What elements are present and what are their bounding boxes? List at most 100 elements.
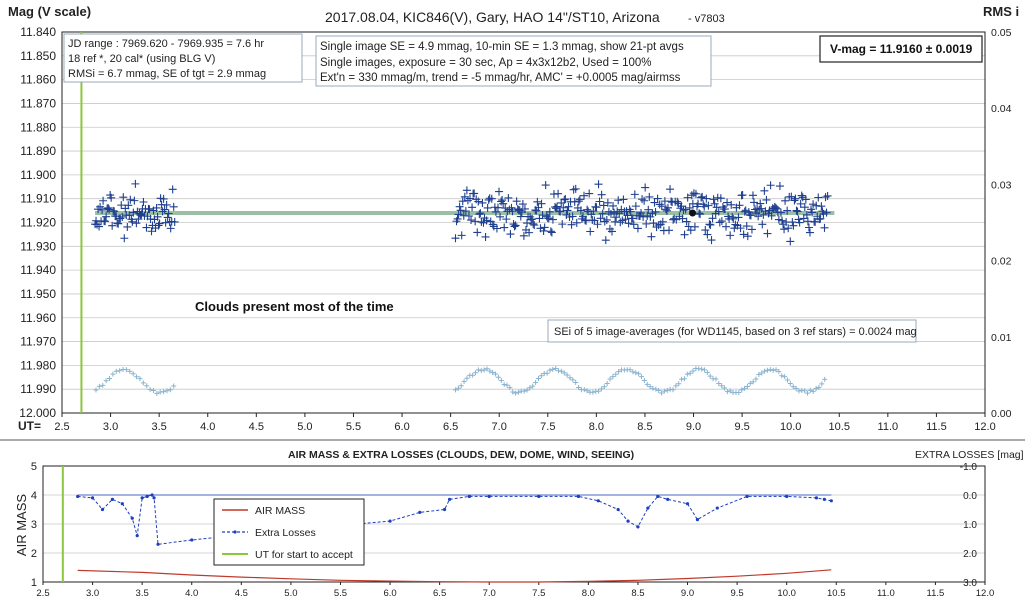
- info-box-center-frame: [315, 35, 712, 87]
- magnitude-point: [599, 201, 608, 210]
- rms-point: [544, 370, 550, 376]
- rms-point: [527, 385, 533, 391]
- extra-losses-point: [616, 507, 620, 512]
- bottom-x-tick-label: 11.0: [877, 588, 895, 599]
- extra-losses-point: [646, 506, 650, 510]
- rms-point: [736, 390, 742, 396]
- bottom-ylabel-left: AIR MASS: [14, 494, 29, 556]
- top-y2-tick-label: 0.04: [991, 103, 1012, 115]
- magnitude-point: [168, 185, 177, 194]
- magnitude-point: [474, 197, 483, 206]
- magnitude-point: [592, 203, 601, 212]
- extra-losses-point: [785, 494, 789, 499]
- rms-point: [590, 389, 596, 395]
- magnitude-point: [631, 202, 640, 211]
- rms-point: [164, 388, 170, 394]
- magnitude-point: [147, 227, 156, 236]
- magnitude-point: [780, 225, 789, 234]
- rms-point: [656, 388, 662, 394]
- magnitude-point: [708, 214, 717, 223]
- sei-annotation: SEi of 5 image-averages (for WD1145, bas…: [554, 326, 917, 338]
- top-x-tick-label: 3.5: [152, 421, 167, 433]
- magnitude-point: [722, 222, 731, 231]
- top-y-tick-label: 11.900: [20, 168, 56, 182]
- rms-point: [564, 372, 570, 378]
- magnitude-point: [554, 189, 563, 198]
- extra-losses-point: [685, 502, 690, 506]
- rms-point: [762, 368, 768, 374]
- magnitude-point: [767, 211, 776, 220]
- magnitude-point: [808, 208, 817, 217]
- rms-point: [676, 381, 682, 387]
- magnitude-point: [504, 193, 513, 202]
- magnitude-point: [170, 217, 179, 226]
- magnitude-point: [709, 195, 718, 204]
- rms-point: [739, 387, 745, 393]
- magnitude-point: [558, 220, 567, 229]
- top-y-tick-label: 11.930: [20, 239, 56, 253]
- magnitude-point: [482, 216, 491, 225]
- top-grid: [61, 31, 986, 417]
- magnitude-point: [545, 207, 554, 216]
- magnitude-point: [738, 191, 747, 200]
- rms-point: [744, 384, 750, 390]
- extra-losses-point: [135, 534, 139, 538]
- rms-point: [515, 389, 521, 395]
- rms-point: [813, 385, 819, 391]
- magnitude-point: [574, 197, 583, 206]
- rms-point: [816, 384, 822, 390]
- magnitude-point: [560, 195, 569, 204]
- rms-point: [167, 387, 173, 393]
- magnitude-point: [525, 228, 534, 237]
- info-box-left-frame: [63, 33, 303, 83]
- magnitude-point: [655, 200, 664, 209]
- magnitude-point: [657, 202, 666, 211]
- top-x-tick-label: 2.5: [54, 421, 69, 433]
- magnitude-point: [499, 199, 508, 208]
- magnitude-point: [756, 199, 765, 208]
- magnitude-point: [720, 205, 729, 214]
- bottom-x-tick-label: 7.0: [483, 588, 496, 599]
- magnitude-point: [820, 223, 829, 232]
- magnitude-point: [654, 221, 663, 230]
- bottom-x-tick-label: 7.5: [532, 588, 545, 599]
- magnitude-point: [540, 223, 549, 232]
- magnitude-point: [683, 193, 692, 202]
- magnitude-point: [467, 216, 476, 225]
- rms-point: [473, 370, 479, 376]
- magnitude-point: [748, 191, 757, 200]
- rms-point: [533, 379, 539, 385]
- bottom-x-tick-label: 9.5: [730, 588, 743, 599]
- magnitude-point: [580, 191, 589, 200]
- rms-point: [701, 367, 707, 373]
- sei-box-frame: [547, 319, 917, 343]
- top-y-tick-label: 11.910: [20, 192, 56, 206]
- top-y-tick-label: 11.860: [20, 73, 56, 87]
- magnitude-point: [614, 196, 623, 205]
- extra-losses-point: [190, 538, 194, 542]
- magnitude-point: [797, 191, 806, 200]
- rms-point: [793, 385, 799, 391]
- magnitude-point: [715, 218, 724, 227]
- magnitude-point: [793, 207, 802, 216]
- magnitude-point: [689, 189, 698, 198]
- magnitude-point: [723, 198, 732, 207]
- magnitude-point: [523, 219, 532, 228]
- legend-label-airmass: AIR MASS: [255, 505, 305, 517]
- magnitude-point: [814, 193, 823, 202]
- rms-point: [796, 388, 802, 394]
- rms-point: [493, 371, 499, 377]
- magnitude-point: [104, 203, 113, 212]
- rms-point: [616, 369, 622, 375]
- bottom-x-tick-label: 8.5: [631, 588, 644, 599]
- bottom-y2-tick-label: 2.0: [963, 549, 977, 560]
- magnitude-point: [502, 215, 511, 224]
- magnitude-point: [160, 205, 169, 214]
- rms-point: [550, 366, 556, 372]
- magnitude-point: [706, 220, 715, 229]
- rms-point: [576, 385, 582, 391]
- magnitude-point: [119, 193, 128, 202]
- magnitude-point: [781, 196, 790, 205]
- bottom-y2-tick-labels: -1.0 0.0 1.0 2.0 3.0: [960, 462, 978, 589]
- rms-point: [613, 371, 619, 377]
